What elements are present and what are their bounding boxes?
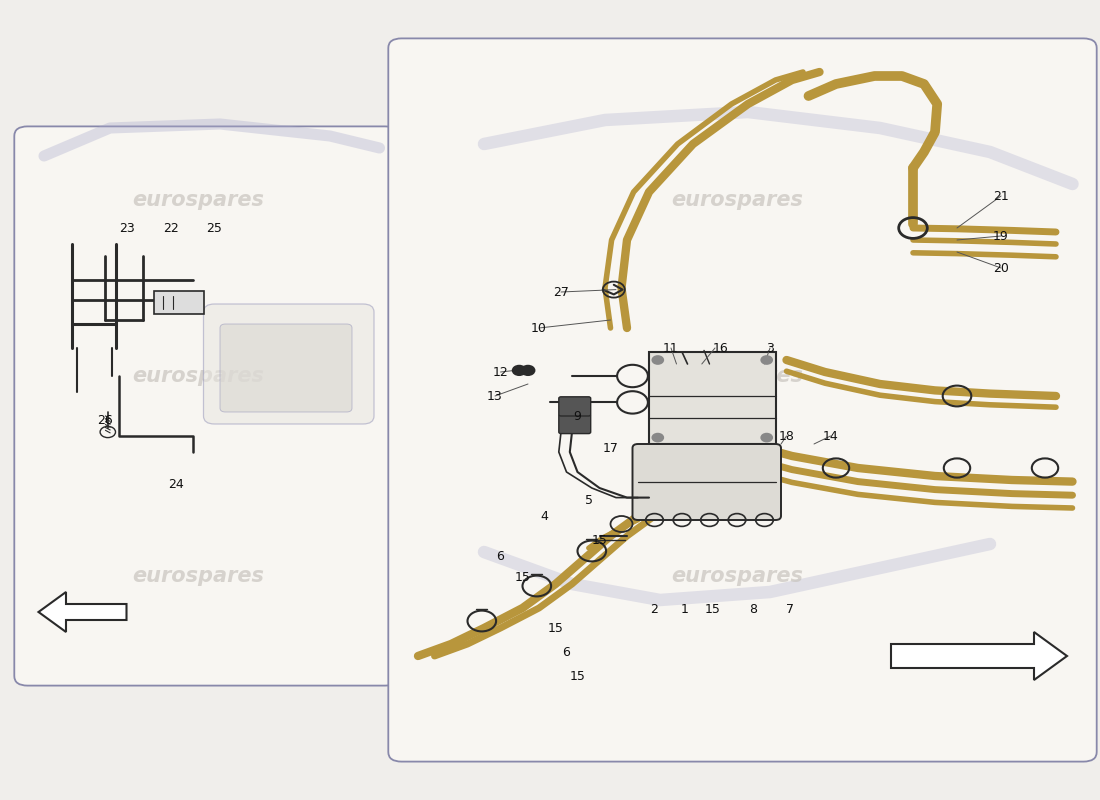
Text: 4: 4 — [540, 510, 549, 522]
FancyBboxPatch shape — [204, 304, 374, 424]
FancyBboxPatch shape — [559, 397, 591, 416]
Text: 21: 21 — [993, 190, 1009, 202]
Text: 22: 22 — [163, 222, 178, 234]
Text: eurospares: eurospares — [132, 190, 264, 210]
Text: eurospares: eurospares — [132, 366, 264, 386]
FancyBboxPatch shape — [14, 126, 398, 686]
Text: 15: 15 — [570, 670, 585, 682]
Text: 15: 15 — [548, 622, 563, 634]
FancyBboxPatch shape — [632, 444, 781, 520]
FancyBboxPatch shape — [559, 414, 591, 434]
Text: 10: 10 — [531, 322, 547, 334]
Text: 13: 13 — [487, 390, 503, 402]
Text: eurospares: eurospares — [671, 190, 803, 210]
FancyBboxPatch shape — [649, 352, 776, 444]
Text: 20: 20 — [993, 262, 1009, 274]
Text: 27: 27 — [553, 286, 569, 298]
Text: 16: 16 — [713, 342, 728, 354]
Text: 9: 9 — [573, 410, 582, 422]
FancyBboxPatch shape — [220, 324, 352, 412]
Circle shape — [513, 366, 526, 375]
Text: 25: 25 — [207, 222, 222, 234]
Text: 15: 15 — [592, 534, 607, 546]
Text: 3: 3 — [766, 342, 774, 354]
Text: 18: 18 — [779, 430, 794, 442]
Text: 7: 7 — [785, 603, 794, 616]
Text: 6: 6 — [562, 646, 571, 658]
Polygon shape — [891, 632, 1067, 680]
Text: 14: 14 — [823, 430, 838, 442]
Text: 19: 19 — [993, 230, 1009, 242]
Text: 15: 15 — [705, 603, 720, 616]
Text: 23: 23 — [119, 222, 134, 234]
Text: 1: 1 — [680, 603, 689, 616]
Text: eurospares: eurospares — [671, 366, 803, 386]
Text: 12: 12 — [493, 366, 508, 378]
Circle shape — [521, 366, 535, 375]
Text: 17: 17 — [603, 442, 618, 454]
Circle shape — [652, 356, 663, 364]
Text: 24: 24 — [168, 478, 184, 490]
FancyBboxPatch shape — [388, 38, 1097, 762]
Circle shape — [761, 434, 772, 442]
Text: 11: 11 — [663, 342, 679, 354]
Text: 6: 6 — [496, 550, 505, 562]
Text: 5: 5 — [584, 494, 593, 506]
Polygon shape — [39, 592, 126, 632]
Text: 15: 15 — [515, 571, 530, 584]
Text: eurospares: eurospares — [671, 566, 803, 586]
Circle shape — [652, 434, 663, 442]
Text: 26: 26 — [97, 414, 112, 426]
Circle shape — [761, 356, 772, 364]
Bar — [154, 291, 204, 314]
Text: eurospares: eurospares — [132, 566, 264, 586]
Text: 2: 2 — [650, 603, 659, 616]
Text: 8: 8 — [749, 603, 758, 616]
